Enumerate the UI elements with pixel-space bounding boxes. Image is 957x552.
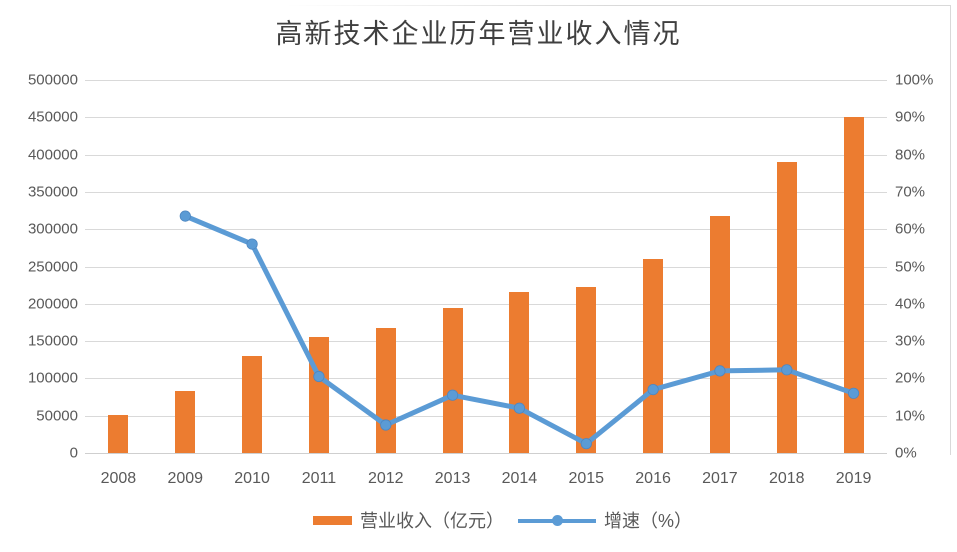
right-axis-tick-label: 30% (895, 332, 926, 350)
x-axis-tick-label: 2019 (835, 470, 872, 487)
x-axis-tick-label: 2011 (301, 470, 337, 487)
right-axis-tick-label: 10% (895, 407, 926, 425)
left-axis-tick-label: 0 (69, 444, 78, 462)
right-axis-tick-label: 20% (895, 369, 926, 387)
revenue-bar-2017 (709, 215, 730, 453)
revenue-bar-2019 (843, 117, 864, 453)
gridline (85, 378, 887, 380)
left-axis-tick-label: 50000 (36, 407, 78, 425)
gridline (85, 191, 887, 193)
legend-label: 营业收入（亿元） (359, 511, 504, 531)
left-axis-tick-label: 150000 (27, 332, 78, 350)
legend-line-marker-dot (551, 514, 563, 526)
gridline (85, 154, 887, 156)
right-axis-tick-label: 90% (895, 108, 926, 126)
legend-line-swatch (517, 514, 596, 526)
gridline (85, 229, 887, 231)
left-axis-tick-label: 350000 (27, 183, 78, 201)
x-axis-tick-label: 2013 (434, 470, 471, 487)
revenue-bar-2013 (442, 308, 463, 453)
x-axis-tick-label: 2015 (568, 470, 605, 487)
gridline (85, 117, 887, 119)
right-axis-tick-label: 60% (895, 220, 926, 238)
x-axis-tick-label: 2014 (501, 470, 538, 487)
x-axis-tick-label: 2012 (367, 470, 404, 487)
revenue-bar-2014 (509, 291, 530, 453)
right-axis-tick-label: 40% (895, 295, 926, 313)
left-axis-tick-label: 400000 (27, 146, 78, 164)
gridline (85, 266, 887, 268)
legend: 营业收入（亿元） 增速（%） (0, 508, 957, 532)
x-axis-tick-label: 2016 (635, 470, 671, 487)
right-axis-tick-label: 100% (895, 71, 934, 89)
x-axis-tick-label: 2010 (234, 470, 270, 487)
x-axis-baseline (85, 453, 887, 454)
right-axis-tick-label: 80% (895, 146, 926, 164)
revenue-bar-2009 (175, 391, 196, 453)
legend-bar-swatch (312, 515, 352, 525)
revenue-bar-2018 (776, 162, 797, 453)
x-axis-tick-label: 2009 (167, 470, 204, 487)
revenue-bar-2012 (375, 328, 396, 453)
left-axis-tick-label: 300000 (27, 220, 78, 238)
revenue-bar-2010 (242, 356, 263, 453)
chart-frame-right-border (950, 5, 951, 455)
revenue-bar-2016 (643, 259, 664, 453)
x-axis-tick-label: 2017 (702, 470, 738, 487)
right-axis-tick-label: 50% (895, 258, 926, 275)
legend-label: 增速（%） (603, 511, 692, 531)
revenue-bar-2015 (576, 287, 597, 453)
gridline (85, 341, 887, 343)
right-axis-tick-label: 70% (895, 183, 926, 201)
revenue-bar-2008 (108, 414, 129, 453)
chart-frame-top-border (0, 5, 951, 6)
right-axis-tick-label: 0% (895, 444, 917, 462)
gridline (85, 415, 887, 417)
legend-item-growth: 增速（%） (517, 507, 692, 533)
left-axis-tick-label: 100000 (27, 369, 78, 387)
plot-area (85, 80, 887, 454)
left-axis-tick-label: 450000 (27, 108, 78, 126)
x-axis-tick-label: 2018 (768, 470, 805, 487)
left-axis-tick-label: 200000 (27, 295, 78, 313)
gridline (85, 303, 887, 305)
revenue-bar-2011 (308, 336, 329, 453)
left-axis-tick-label: 500000 (27, 71, 78, 89)
left-axis-tick-label: 250000 (27, 258, 78, 275)
chart-title: 高新技术企业历年营业收入情况 (275, 19, 682, 50)
x-axis-tick-label: 2008 (100, 470, 137, 487)
gridline (85, 80, 887, 81)
legend-item-revenue: 营业收入（亿元） (312, 507, 504, 533)
